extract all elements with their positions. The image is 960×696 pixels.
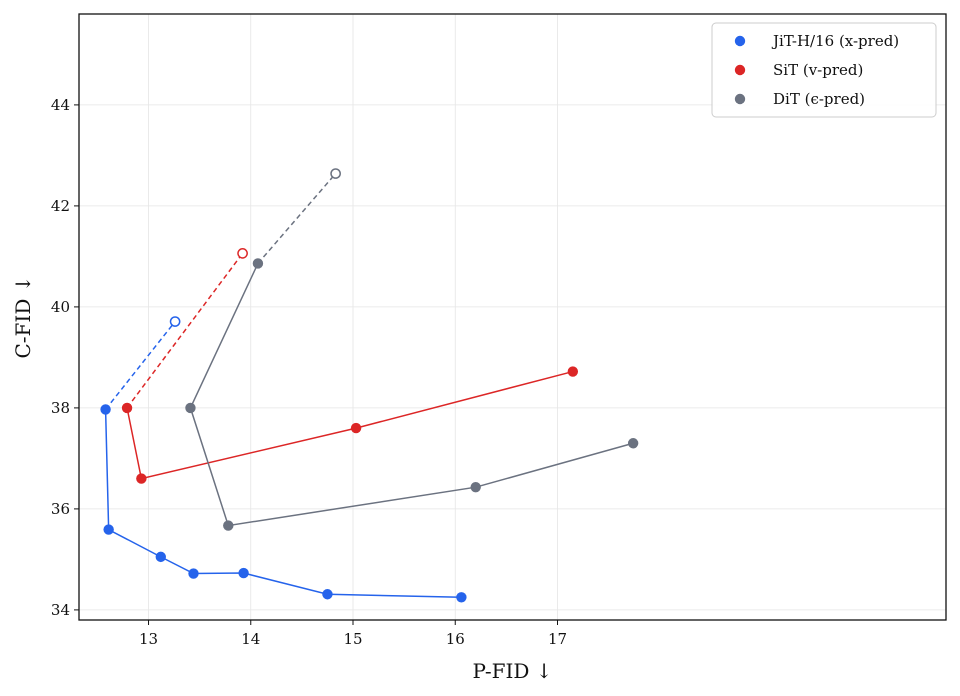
series-dashed-line [104,321,176,410]
x-tick-label: 15 [343,630,362,648]
plot-frame [78,13,947,621]
y-tick-label: 36 [51,500,70,518]
x-tick-label: 14 [241,630,260,648]
legend-label: JiT-H/16 (x-pred) [771,32,899,50]
series-dashed-line [126,252,244,409]
x-tick-label: 13 [139,630,158,648]
legend-label: SiT (v-pred) [773,61,863,79]
series-0 [100,316,467,603]
legend-marker [734,64,746,76]
y-axis-label: C-FID ↓ [11,276,35,359]
open-data-point [169,316,181,327]
x-axis-label: P-FID ↓ [472,659,552,683]
y-tick-label: 34 [51,601,70,619]
y-tick-label: 40 [51,298,70,316]
data-point [136,473,147,484]
data-point [100,404,111,415]
data-point [185,402,196,414]
data-point [350,422,362,434]
open-data-point [237,248,248,259]
data-point [223,520,234,531]
series-line [126,370,574,480]
series-1 [121,248,579,484]
data-point [567,366,579,377]
data-point [155,551,166,563]
series-2 [185,168,639,531]
data-point [121,402,133,414]
series-dashed-line [257,173,337,264]
data-point [456,592,467,603]
y-tick-label: 38 [51,399,70,417]
x-tick-label: 17 [548,630,567,648]
legend-marker [734,35,746,47]
legend-marker [734,93,746,105]
data-point [322,589,333,600]
data-point [103,524,114,535]
legend-label: DiT (ϵ-pred) [773,90,865,108]
open-data-point [330,168,341,179]
data-point [238,567,249,579]
legend-box [711,22,937,118]
data-point [188,568,199,579]
data-point [470,481,481,493]
series-layer [100,168,639,603]
legend: JiT-H/16 (x-pred) SiT (v-pred) DiT (ϵ-pred… [711,22,937,118]
y-tick-label: 42 [51,197,70,215]
data-point [627,438,639,449]
data-point [252,258,264,269]
y-tick-label: 44 [51,96,70,114]
x-tick-label: 16 [446,630,465,648]
axis-ticks: 13 14 15 16 17 34 36 38 40 42 44 [51,96,567,648]
